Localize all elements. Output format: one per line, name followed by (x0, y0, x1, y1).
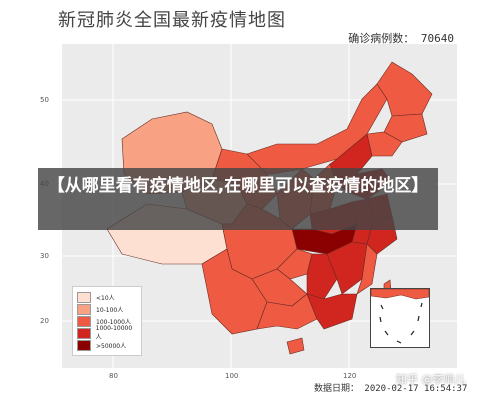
legend-swatch (77, 303, 91, 315)
x-tick-100: 100 (225, 372, 239, 380)
legend-label: >50000人 (96, 342, 127, 350)
y-tick-50: 50 (40, 96, 49, 104)
total-cases-label: 确诊病例数： 70640 (348, 32, 454, 45)
legend-label: <10人 (96, 294, 115, 302)
legend-swatch (77, 327, 91, 339)
legend-item: >50000人 (77, 339, 137, 351)
legend-item: <10人 (77, 291, 137, 303)
zhihu-watermark: 知乎 @李帅儿 (396, 373, 466, 386)
province-guangdong (306, 293, 358, 330)
data-date-label: 数据日期： 2020-02-17 16:54:37 (314, 384, 468, 394)
inset-map (370, 288, 430, 344)
legend-label: 100-1000人 (96, 318, 131, 326)
legend-swatch (77, 339, 91, 351)
map-title: 新冠肺炎全国最新疫情地图 (58, 10, 286, 31)
inset-mainland (370, 288, 430, 300)
nine-dash-line (379, 302, 423, 344)
overlay-title-banner: 【从哪里看有疫情地区,在哪里可以查疫情的地区】 (38, 168, 438, 230)
south-china-sea-inset (370, 288, 430, 348)
legend-item: 1000-10000人 (77, 325, 137, 341)
x-tick-80: 80 (109, 372, 118, 380)
legend-item: 10-100人 (77, 303, 137, 315)
legend-swatch (77, 315, 91, 327)
province-fujian (356, 243, 378, 295)
legend-swatch (77, 291, 91, 303)
province-jilin (383, 113, 428, 143)
map-legend: <10人 10-100人 100-1000人 1000-10000人 >5000… (72, 286, 142, 356)
legend-label: 10-100人 (96, 306, 124, 314)
y-tick-30: 30 (40, 252, 49, 260)
province-guangxi (256, 293, 318, 330)
x-tick-120: 120 (343, 372, 357, 380)
y-tick-20: 20 (40, 317, 49, 325)
province-hainan (286, 337, 305, 355)
province-heilongjiang (376, 61, 433, 117)
legend-item: 100-1000人 (77, 315, 137, 327)
legend-label: 1000-10000人 (95, 325, 133, 341)
